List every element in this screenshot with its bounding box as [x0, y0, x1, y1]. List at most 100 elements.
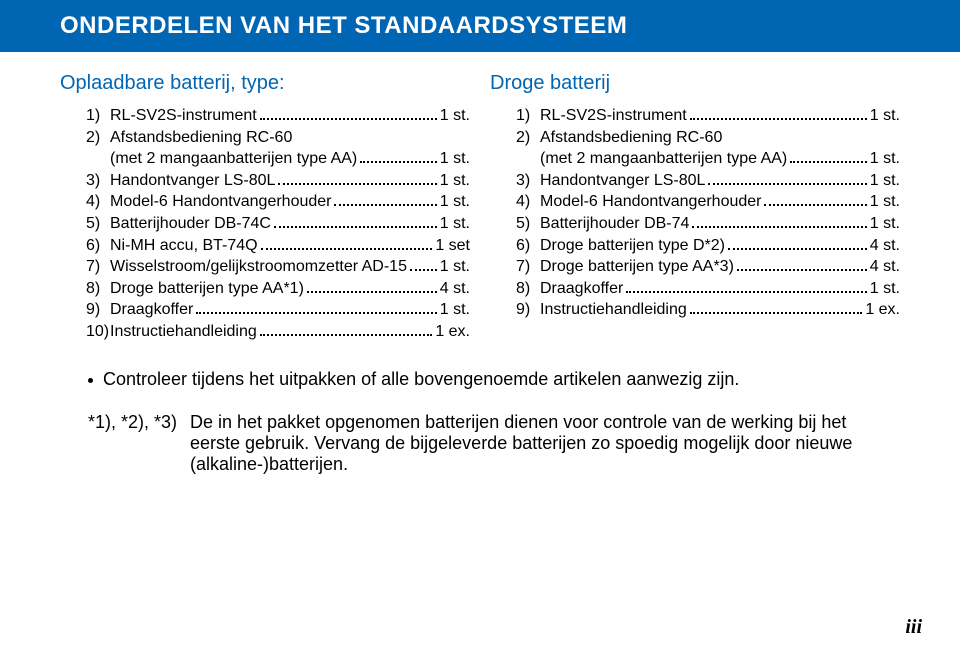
item-number: 4): [86, 191, 110, 213]
item-label: Ni-MH accu, BT-74Q: [110, 235, 258, 257]
leader-dots: [260, 334, 433, 336]
item-label: Model-6 Handontvangerhouder: [540, 191, 761, 213]
item-number: 3): [516, 170, 540, 192]
list-item: 1)RL-SV2S-instrument 1 st.: [516, 105, 900, 127]
item-qty: 1 st.: [870, 278, 900, 300]
list-item: 5)Batterijhouder DB-74 1 st.: [516, 213, 900, 235]
item-number: 10): [86, 321, 110, 343]
item-qty: 1 ex.: [865, 299, 900, 321]
list-item: 9)Draagkoffer 1 st.: [86, 299, 470, 321]
bullet-text: Controleer tijdens het uitpakken of alle…: [103, 369, 739, 390]
item-qty: 4 st.: [870, 256, 900, 278]
list-item: 9)Instructiehandleiding 1 ex.: [516, 299, 900, 321]
item-label: Droge batterijen type AA*3): [540, 256, 734, 278]
item-label: Afstandsbediening RC-60: [110, 127, 292, 149]
item-label: Handontvanger LS-80L: [540, 170, 705, 192]
footnote-text: De in het pakket opgenomen batterijen di…: [190, 412, 900, 475]
leader-dots: [307, 291, 437, 293]
item-qty: 1 st.: [440, 299, 470, 321]
list-item: 2)Afstandsbediening RC-60: [86, 127, 470, 149]
item-label: Draagkoffer: [110, 299, 193, 321]
leader-dots: [764, 204, 866, 206]
list-item: 10)Instructiehandleiding1 ex.: [86, 321, 470, 343]
item-qty: 1 st.: [440, 213, 470, 235]
list-item: 5)Batterijhouder DB-74C 1 st.: [86, 213, 470, 235]
item-qty: 1 st.: [870, 105, 900, 127]
leader-dots: [334, 204, 436, 206]
item-label: Batterijhouder DB-74C: [110, 213, 271, 235]
item-qty: 1 st.: [440, 170, 470, 192]
item-label: Droge batterijen type AA*1): [110, 278, 304, 300]
left-list: 1)RL-SV2S-instrument1 st.2)Afstandsbedie…: [60, 105, 470, 343]
item-label: (met 2 mangaanbatterijen type AA): [110, 148, 357, 170]
list-item: 1)RL-SV2S-instrument 1 st.: [86, 105, 470, 127]
item-qty: 1 st.: [440, 256, 470, 278]
right-list: 1)RL-SV2S-instrument 1 st.2)Afstandsbedi…: [490, 105, 900, 321]
item-number: 9): [86, 299, 110, 321]
item-qty: 1 ex.: [435, 321, 470, 343]
left-column: Oplaadbare batterij, type: 1)RL-SV2S-ins…: [60, 72, 470, 343]
item-qty: 1 st.: [440, 148, 470, 170]
item-qty: 1 st.: [870, 148, 900, 170]
notes-section: Controleer tijdens het uitpakken of alle…: [60, 369, 900, 390]
content-area: Oplaadbare batterij, type: 1)RL-SV2S-ins…: [0, 52, 960, 475]
list-item: 6)Droge batterijen type D*2) 4 st.: [516, 235, 900, 257]
leader-dots: [261, 248, 433, 250]
left-heading: Oplaadbare batterij, type:: [60, 72, 470, 95]
leader-dots: [737, 269, 867, 271]
page-number: iii: [905, 616, 922, 639]
item-number: 8): [86, 278, 110, 300]
list-item: 3)Handontvanger LS-80L 1 st.: [516, 170, 900, 192]
item-qty: 4 st.: [870, 235, 900, 257]
item-number: 6): [86, 235, 110, 257]
section-banner: ONDERDELEN VAN HET STANDAARDSYSTEEM: [0, 0, 960, 52]
bullet-note: Controleer tijdens het uitpakken of alle…: [60, 369, 900, 390]
leader-dots: [692, 226, 866, 228]
leader-dots: [790, 161, 867, 163]
list-item: (met 2 mangaanbatterijen type AA) 1 st.: [86, 148, 470, 170]
leader-dots: [410, 269, 437, 271]
list-item: 7)Droge batterijen type AA*3) 4 st.: [516, 256, 900, 278]
leader-dots: [708, 183, 866, 185]
list-item: 4)Model-6 Handontvangerhouder1 st.: [86, 191, 470, 213]
item-number: 1): [516, 105, 540, 127]
item-label: Afstandsbediening RC-60: [540, 127, 722, 149]
item-number: 5): [86, 213, 110, 235]
list-item: 6)Ni-MH accu, BT-74Q 1 set: [86, 235, 470, 257]
item-number: 3): [86, 170, 110, 192]
leader-dots: [278, 183, 436, 185]
right-column: Droge batterij 1)RL-SV2S-instrument 1 st…: [490, 72, 900, 343]
item-number: 2): [86, 127, 110, 149]
item-number: 5): [516, 213, 540, 235]
banner-title: ONDERDELEN VAN HET STANDAARDSYSTEEM: [60, 12, 627, 39]
list-item: 8)Droge batterijen type AA*1) 4 st.: [86, 278, 470, 300]
item-qty: 4 st.: [440, 278, 470, 300]
item-number: 2): [516, 127, 540, 149]
footnote: *1), *2), *3) De in het pakket opgenomen…: [60, 412, 900, 475]
item-label: Draagkoffer: [540, 278, 623, 300]
leader-dots: [196, 312, 436, 314]
item-number: 6): [516, 235, 540, 257]
item-number: 7): [86, 256, 110, 278]
item-label: RL-SV2S-instrument: [110, 105, 257, 127]
leader-dots: [626, 291, 866, 293]
item-label: Batterijhouder DB-74: [540, 213, 689, 235]
item-number: 8): [516, 278, 540, 300]
item-number: 1): [86, 105, 110, 127]
item-label: Handontvanger LS-80L: [110, 170, 275, 192]
list-item: 7)Wisselstroom/gelijkstroomomzetter AD-1…: [86, 256, 470, 278]
item-qty: 1 set: [435, 235, 470, 257]
item-qty: 1 st.: [870, 191, 900, 213]
footnote-tag: *1), *2), *3): [88, 412, 190, 475]
item-label: RL-SV2S-instrument: [540, 105, 687, 127]
list-item: 3)Handontvanger LS-80L 1 st.: [86, 170, 470, 192]
item-label: Wisselstroom/gelijkstroomomzetter AD-15: [110, 256, 407, 278]
list-item: 8)Draagkoffer 1 st.: [516, 278, 900, 300]
list-item: 4)Model-6 Handontvangerhouder 1 st.: [516, 191, 900, 213]
column-container: Oplaadbare batterij, type: 1)RL-SV2S-ins…: [60, 72, 900, 343]
item-qty: 1 st.: [440, 105, 470, 127]
item-label: (met 2 mangaanbatterijen type AA): [540, 148, 787, 170]
item-label: Model-6 Handontvangerhouder: [110, 191, 331, 213]
list-item: 2)Afstandsbediening RC-60: [516, 127, 900, 149]
leader-dots: [360, 161, 437, 163]
